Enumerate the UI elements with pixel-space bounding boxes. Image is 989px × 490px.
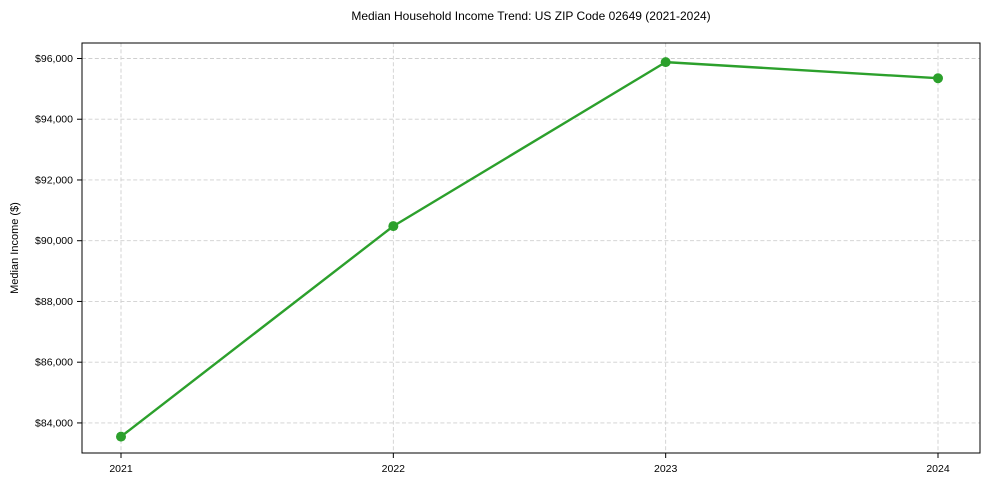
data-point-2023 [660, 57, 671, 68]
axis-ticks [77, 57, 939, 458]
y-tick-label: $94,000 [35, 114, 73, 126]
chart-title: Median Household Income Trend: US ZIP Co… [351, 9, 711, 23]
data-series [116, 57, 943, 442]
grid-lines [82, 43, 980, 453]
y-tick-label: $88,000 [35, 296, 73, 308]
x-tick-label: 2021 [109, 463, 133, 475]
x-tick-label: 2024 [926, 463, 950, 475]
y-tick-label: $86,000 [35, 357, 73, 369]
data-point-2022 [388, 221, 399, 232]
plot-border [81, 42, 981, 454]
y-tick-label: $96,000 [35, 53, 73, 65]
trend-line [119, 60, 940, 438]
x-tick-label: 2023 [654, 463, 678, 475]
y-tick-label: $84,000 [35, 417, 73, 429]
data-point-2024 [933, 73, 943, 84]
data-point-2021 [116, 431, 126, 442]
axes-spines [81, 42, 981, 454]
x-tick-label: 2022 [382, 463, 406, 475]
y-tick-label: $90,000 [35, 235, 73, 247]
y-tick-label: $92,000 [35, 174, 73, 186]
axis-tick-labels: $84,000 $86,000 $88,000 $90,000 $92,000 $94,0… [35, 53, 950, 475]
